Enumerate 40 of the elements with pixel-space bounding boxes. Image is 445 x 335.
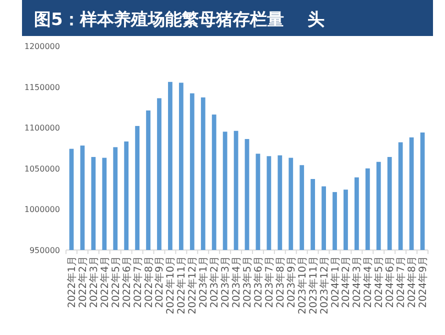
x-tick-label: 2022年10月 bbox=[164, 256, 177, 314]
x-tick-label: 2022年2月 bbox=[76, 256, 89, 308]
y-tick-label: 1000000 bbox=[24, 205, 60, 214]
x-tick-label: 2022年7月 bbox=[132, 256, 144, 308]
y-tick-label: 1100000 bbox=[24, 124, 60, 133]
x-tick-label: 2022年6月 bbox=[120, 256, 133, 308]
x-tick-label: 2024年8月 bbox=[406, 256, 418, 308]
y-tick-label: 950000 bbox=[29, 246, 60, 255]
x-tick-label: 2022年11月 bbox=[176, 256, 188, 314]
x-tick-label: 2023年12月 bbox=[318, 256, 330, 314]
x-tick-label: 2023年9月 bbox=[285, 256, 298, 308]
x-tick-label: 2023年5月 bbox=[242, 256, 254, 308]
x-tick-label: 2023年8月 bbox=[274, 256, 286, 308]
x-tick-label: 2022年8月 bbox=[142, 256, 155, 308]
x-tick-label: 2024年7月 bbox=[395, 256, 408, 308]
x-tick-label: 2023年7月 bbox=[263, 256, 276, 308]
y-tick-label: 1150000 bbox=[24, 82, 60, 92]
x-tick-label: 2024年9月 bbox=[417, 256, 430, 308]
x-tick-label: 2024年3月 bbox=[351, 256, 364, 308]
x-tick-label: 2023年1月 bbox=[198, 256, 210, 308]
y-tick-label: 1050000 bbox=[24, 164, 60, 174]
x-tick-label: 2022年12月 bbox=[186, 256, 199, 314]
x-tick-label: 2024年5月 bbox=[373, 256, 386, 308]
x-tick-label: 2023年3月 bbox=[220, 256, 232, 308]
chart-title: 图5：样本养殖场能繁母猪存栏量 头 bbox=[34, 10, 325, 30]
x-tick-label: 2023年4月 bbox=[230, 256, 243, 308]
x-tick-label: 2022年1月 bbox=[66, 256, 78, 308]
x-tick-label: 2023年11月 bbox=[307, 256, 320, 314]
x-tick-label: 2024年2月 bbox=[340, 256, 352, 308]
x-tick-label: 2022年5月 bbox=[110, 256, 122, 308]
x-tick-label: 2024年1月 bbox=[329, 256, 342, 308]
x-tick-label: 2023年6月 bbox=[252, 256, 264, 308]
x-tick-label: 2023年10月 bbox=[296, 256, 308, 314]
x-tick-label: 2024年4月 bbox=[362, 256, 374, 308]
x-tick-label: 2022年4月 bbox=[98, 256, 111, 308]
x-tick-label: 2023年2月 bbox=[208, 256, 221, 308]
x-tick-label: 2022年9月 bbox=[154, 256, 166, 308]
y-tick-label: 1200000 bbox=[24, 42, 60, 51]
x-tick-label: 2022年3月 bbox=[88, 256, 100, 308]
x-tick-label: 2024年6月 bbox=[384, 256, 396, 308]
